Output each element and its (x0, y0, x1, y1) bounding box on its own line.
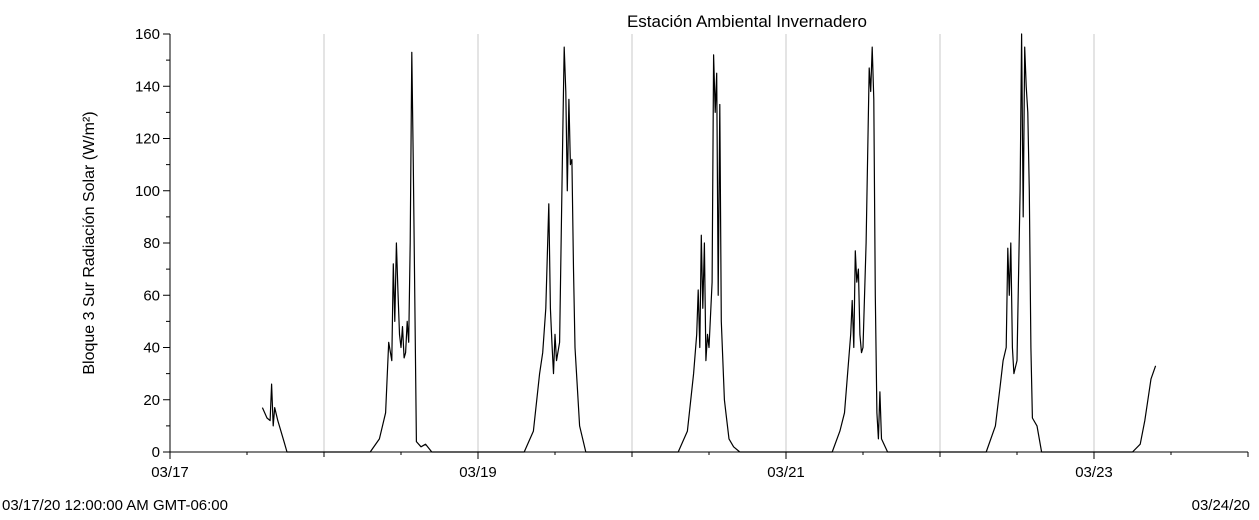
x-tick-label: 03/19 (459, 464, 497, 481)
series-line (261, 33, 1157, 453)
footer-left-timestamp: 03/17/20 12:00:00 AM GMT-06:00 (2, 497, 228, 514)
y-tick-label: 60 (143, 287, 160, 304)
y-axis-label: Bloque 3 Sur Radiación Solar (W/m²) (81, 111, 98, 374)
x-tick-label: 03/17 (151, 464, 189, 481)
gridlines (323, 34, 1095, 452)
y-tick-label: 140 (135, 78, 160, 95)
x-tick-label: 03/23 (1075, 464, 1113, 481)
y-tick-label: 20 (143, 392, 160, 409)
y-axis-ticks: 0 20 40 60 80 100 120 140 160 (135, 26, 170, 461)
footer-right-date: 03/24/20 (1192, 497, 1250, 514)
y-tick-label: 100 (135, 183, 160, 200)
y-tick-label: 120 (135, 131, 160, 148)
y-tick-label: 0 (152, 444, 160, 461)
y-tick-label: 80 (143, 235, 160, 252)
x-tick-label: 03/21 (767, 464, 805, 481)
y-tick-label: 160 (135, 26, 160, 43)
chart-title: Estación Ambiental Invernadero (627, 12, 867, 31)
x-axis-ticks: 03/17 03/19 03/21 03/23 (151, 452, 1249, 481)
y-tick-label: 40 (143, 340, 160, 357)
